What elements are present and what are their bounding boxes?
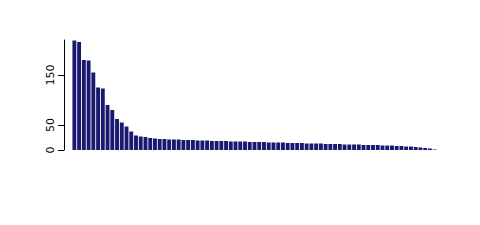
svg-text:50: 50: [44, 118, 57, 132]
svg-text:150: 150: [44, 65, 57, 86]
svg-text:0: 0: [44, 147, 57, 154]
